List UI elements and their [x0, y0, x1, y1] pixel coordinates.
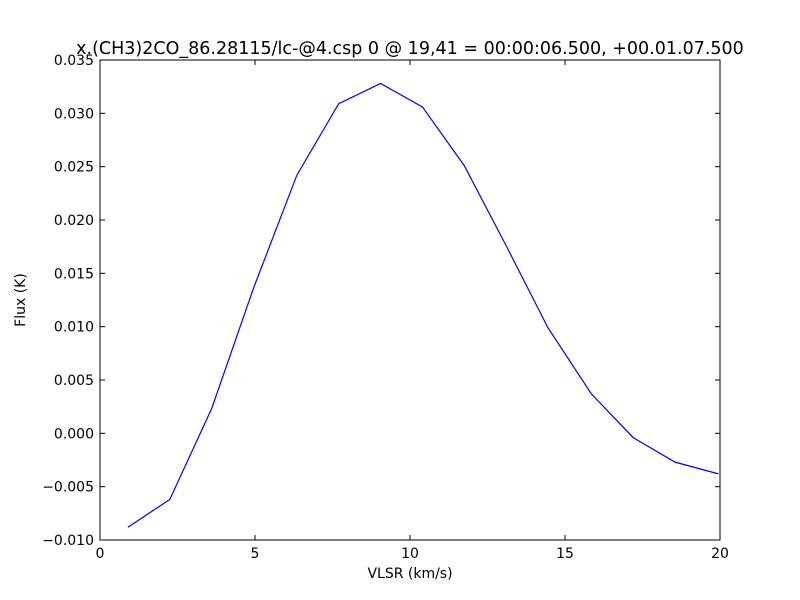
data-point — [674, 462, 675, 463]
data-point — [380, 83, 381, 84]
data-point — [718, 473, 719, 474]
data-point — [338, 103, 339, 104]
x-tick-label: 5 — [251, 546, 260, 562]
data-point — [296, 175, 297, 176]
data-point — [422, 106, 423, 107]
y-tick-label: 0.005 — [54, 373, 94, 389]
y-tick-label: 0.000 — [54, 426, 94, 442]
data-point — [633, 437, 634, 438]
x-axis-label: VLSR (km/s) — [367, 566, 452, 582]
data-point — [127, 527, 128, 528]
y-tick-label: 0.020 — [54, 213, 94, 229]
data-point — [464, 165, 465, 166]
x-tick-label: 10 — [401, 546, 419, 562]
data-point — [591, 393, 592, 394]
y-tick-label: 0.010 — [54, 320, 94, 336]
x-tick-label: 0 — [96, 546, 105, 562]
data-point — [253, 288, 254, 289]
y-tick-label: −0.005 — [42, 480, 94, 496]
series-line-0 — [127, 82, 719, 528]
data-point — [547, 327, 548, 328]
y-tick-label: 0.015 — [54, 266, 94, 282]
plot-area: 0 5 10 15 20 −0.010 −0.005 0.000 0.005 0.010 0.015… — [42, 53, 729, 562]
data-point — [169, 499, 170, 500]
data-point — [211, 408, 212, 409]
chart-title: x.(CH3)2CO_86.28115/lc-@4.csp 0 @ 19,41 … — [76, 39, 744, 59]
x-tick-label: 20 — [711, 546, 729, 562]
y-tick-label: 0.035 — [54, 53, 94, 69]
y-axis-label: Flux (K) — [13, 273, 29, 327]
x-tick-label: 15 — [556, 546, 574, 562]
y-tick-label: −0.010 — [42, 533, 94, 549]
y-tick-label: 0.030 — [54, 106, 94, 122]
data-point — [506, 245, 507, 246]
y-tick-label: 0.025 — [54, 160, 94, 176]
